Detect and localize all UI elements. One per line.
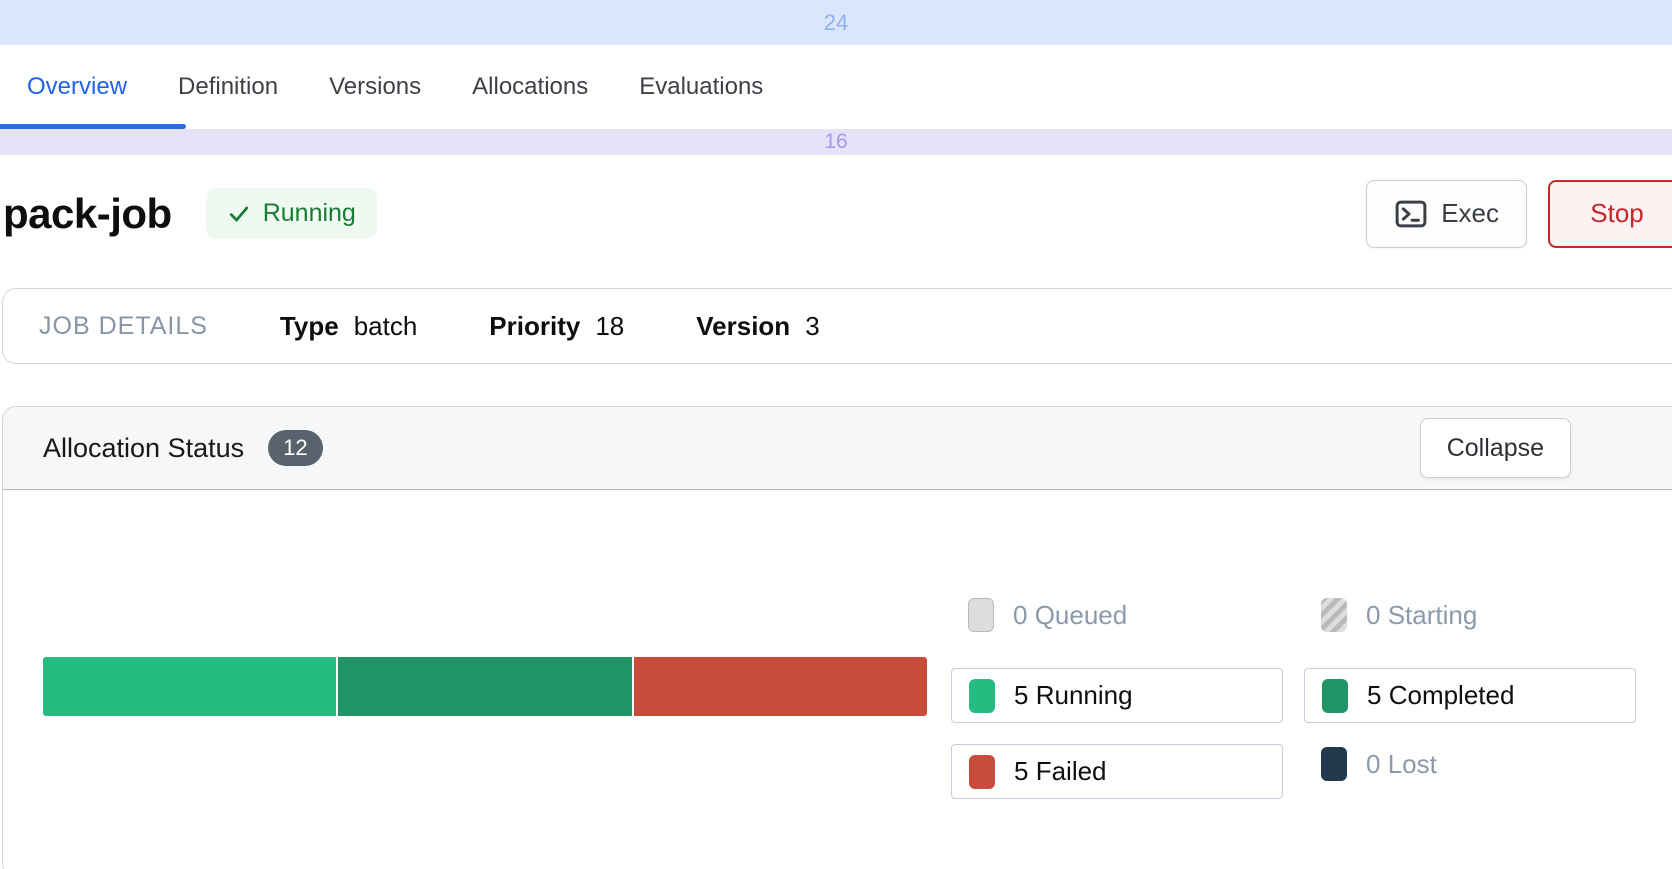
allocation-status-body: 0 Queued 0 Starting 5 Running bbox=[3, 490, 1672, 869]
legend-row: 5 Running 5 Completed bbox=[951, 668, 1636, 723]
spacing-value-mid: 16 bbox=[824, 130, 848, 153]
job-detail-priority-value: 18 bbox=[595, 310, 625, 341]
header-actions: Exec Stop bbox=[1366, 179, 1672, 248]
job-detail-version-value: 3 bbox=[805, 310, 820, 341]
legend-row: 5 Failed 0 Lost bbox=[951, 744, 1636, 799]
bar-segment-running[interactable] bbox=[43, 657, 337, 716]
legend-label: 5 Completed bbox=[1367, 680, 1515, 710]
job-details-heading: JOB DETAILS bbox=[39, 311, 208, 340]
status-badge: Running bbox=[205, 188, 377, 239]
exec-button[interactable]: Exec bbox=[1366, 179, 1527, 248]
allocation-status-title: Allocation Status bbox=[43, 432, 245, 463]
bar-segment-failed[interactable] bbox=[633, 657, 927, 716]
allocation-status-panel: Allocation Status 12 Collapse 0 Queued 0… bbox=[2, 406, 1672, 869]
allocation-legend: 0 Queued 0 Starting 5 Running bbox=[951, 595, 1636, 799]
starting-swatch-icon bbox=[1321, 598, 1347, 632]
completed-swatch-icon bbox=[1322, 678, 1348, 713]
collapse-button[interactable]: Collapse bbox=[1419, 418, 1571, 478]
tab-overview[interactable]: Overview bbox=[27, 73, 128, 100]
legend-item-completed[interactable]: 5 Completed bbox=[1304, 668, 1636, 723]
job-detail-type-label: Type bbox=[279, 310, 339, 341]
running-swatch-icon bbox=[969, 678, 995, 713]
tab-versions[interactable]: Versions bbox=[329, 73, 422, 100]
job-detail-type: Type batch bbox=[280, 311, 417, 342]
legend-label: 0 Lost bbox=[1366, 748, 1437, 779]
legend-item-queued: 0 Queued bbox=[951, 595, 1283, 635]
tab-evaluations[interactable]: Evaluations bbox=[639, 73, 764, 100]
active-tab-underline bbox=[0, 124, 186, 129]
legend-row: 0 Queued 0 Starting bbox=[951, 595, 1636, 635]
legend-item-lost: 0 Lost bbox=[1304, 744, 1636, 784]
spacing-annotation-top: 24 bbox=[0, 0, 1672, 45]
job-detail-version: Version 3 bbox=[696, 311, 819, 342]
tab-allocations[interactable]: Allocations bbox=[472, 73, 589, 100]
allocation-status-header: Allocation Status 12 Collapse bbox=[3, 407, 1672, 490]
legend-label: 5 Failed bbox=[1014, 756, 1107, 786]
stop-button[interactable]: Stop bbox=[1548, 179, 1672, 248]
terminal-icon bbox=[1394, 197, 1428, 231]
allocation-count-badge: 12 bbox=[268, 430, 323, 466]
exec-button-label: Exec bbox=[1441, 198, 1499, 228]
spacing-value-top: 24 bbox=[823, 9, 849, 35]
allocation-bar bbox=[43, 657, 927, 716]
failed-swatch-icon bbox=[969, 754, 995, 789]
tab-definition[interactable]: Definition bbox=[178, 73, 279, 100]
job-detail-version-label: Version bbox=[696, 310, 791, 341]
job-detail-type-value: batch bbox=[353, 310, 418, 341]
queued-swatch-icon bbox=[968, 598, 994, 632]
legend-item-failed[interactable]: 5 Failed bbox=[951, 744, 1283, 799]
page-title: pack-job bbox=[3, 189, 172, 237]
legend-item-starting: 0 Starting bbox=[1304, 595, 1636, 635]
legend-label: 0 Starting bbox=[1366, 599, 1478, 630]
status-badge-label: Running bbox=[262, 199, 356, 227]
check-icon bbox=[227, 202, 251, 226]
stop-button-label: Stop bbox=[1590, 198, 1644, 228]
spacing-annotation-mid: 16 bbox=[0, 129, 1672, 155]
collapse-button-label: Collapse bbox=[1446, 433, 1544, 462]
bar-segment-completed[interactable] bbox=[338, 657, 632, 716]
tab-bar: Overview Definition Versions Allocations… bbox=[0, 45, 1672, 129]
legend-label: 5 Running bbox=[1014, 680, 1133, 710]
job-detail-priority: Priority 18 bbox=[489, 311, 624, 342]
page-header: pack-job Running Exec Stop bbox=[0, 155, 1672, 272]
job-details-panel: JOB DETAILS Type batch Priority 18 Versi… bbox=[2, 288, 1672, 364]
legend-label: 0 Queued bbox=[1013, 599, 1128, 630]
legend-item-running[interactable]: 5 Running bbox=[951, 668, 1283, 723]
lost-swatch-icon bbox=[1321, 747, 1347, 781]
job-detail-priority-label: Priority bbox=[489, 310, 581, 341]
